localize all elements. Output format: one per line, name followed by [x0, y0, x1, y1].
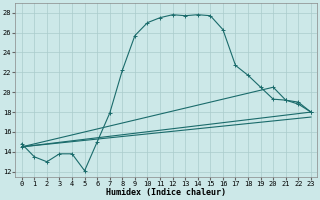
X-axis label: Humidex (Indice chaleur): Humidex (Indice chaleur) [106, 188, 226, 197]
